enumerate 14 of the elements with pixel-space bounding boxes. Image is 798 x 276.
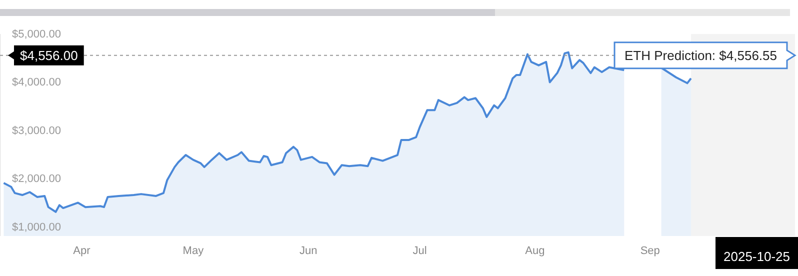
ref-line-label: $4,556.00 <box>20 48 78 63</box>
annotation: ETH Prediction: $4,556.55 <box>624 48 777 63</box>
x-tick-label: Jun <box>299 244 318 257</box>
y-tick-label: $1,000.00 <box>12 221 61 234</box>
x-tick-label: Apr <box>73 244 91 257</box>
x-tick-label: Jul <box>412 244 427 257</box>
y-tick-label: $5,000.00 <box>12 28 61 41</box>
y-tick-label: $2,000.00 <box>12 173 61 186</box>
x-tick-label: May <box>182 244 204 257</box>
text: 2025-10-25 <box>724 249 790 264</box>
y-tick-label: $4,000.00 <box>12 76 61 89</box>
x-tick-label: Sep <box>640 244 660 257</box>
y-tick-label: $3,000.00 <box>12 124 61 137</box>
x-tick-label: Aug <box>525 244 545 257</box>
